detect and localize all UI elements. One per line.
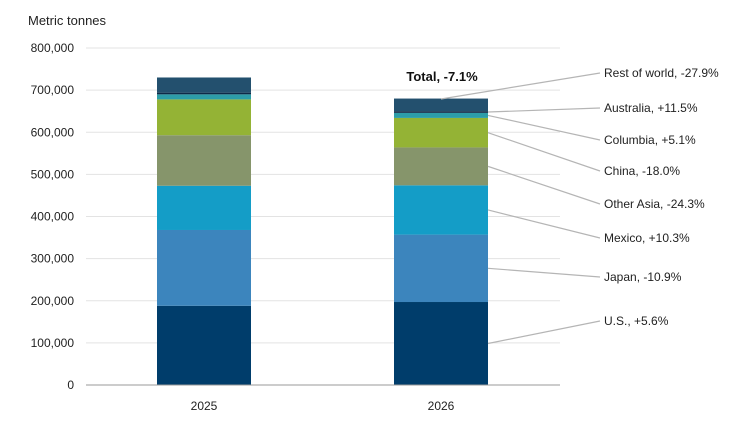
y-tick-label: 600,000 [31, 125, 75, 139]
y-tick-label: 500,000 [31, 167, 75, 181]
bar-segment-mexico-2025 [157, 185, 251, 230]
bar-segment-china-2026 [394, 117, 488, 148]
annotation-china: China, -18.0% [604, 164, 680, 178]
bar-segment-china-2025 [157, 99, 251, 136]
leader-line-rest-of-world [440, 72, 601, 100]
annotation-columbia: Columbia, +5.1% [604, 133, 696, 147]
x-tick-label: 2025 [191, 399, 218, 413]
bar-segment-us-2026 [394, 302, 488, 385]
bar-segment-japan-2025 [157, 229, 251, 306]
bar-segment-japan-2026 [394, 234, 488, 303]
total-annotation: Total, -7.1% [406, 69, 478, 84]
y-axis-ticks: 0 100,000 200,000 300,000 400,000 500,000 600,… [31, 41, 75, 392]
bars [157, 77, 488, 385]
leader-line-mexico [487, 209, 601, 239]
bar-segment-columbia-2025 [157, 94, 251, 100]
leader-line-columbia [487, 114, 601, 141]
y-tick-label: 0 [67, 378, 74, 392]
y-tick-label: 200,000 [31, 294, 75, 308]
annotation-other-asia: Other Asia, -24.3% [604, 197, 705, 211]
annotation-rest-of-world: Rest of world, -27.9% [604, 66, 719, 80]
bar-segment-columbia-2026 [394, 112, 488, 118]
y-tick-label: 700,000 [31, 83, 75, 97]
bar-segment-other-asia-2026 [394, 147, 488, 186]
bar-segment-rest-of-world-2026 [394, 98, 488, 112]
leader-line-other-asia [487, 165, 601, 205]
x-axis-labels: 2025 2026 [191, 399, 455, 413]
bar-segment-rest-of-world-2025 [157, 77, 251, 93]
y-tick-label: 100,000 [31, 336, 75, 350]
x-tick-label: 2026 [428, 399, 455, 413]
y-tick-label: 400,000 [31, 210, 75, 224]
annotation-us: U.S., +5.6% [604, 314, 669, 328]
y-axis-title: Metric tonnes [28, 13, 107, 28]
annotation-mexico: Mexico, +10.3% [604, 231, 690, 245]
bar-segment-us-2025 [157, 305, 251, 385]
bar-segment-australia-2026 [394, 111, 488, 113]
leader-line-australia [487, 107, 601, 113]
leader-line-japan [487, 267, 601, 278]
leader-line-us [487, 320, 601, 345]
y-tick-label: 800,000 [31, 41, 75, 55]
leader-line-china [487, 132, 601, 172]
annotation-australia: Australia, +11.5% [604, 101, 698, 115]
bar-segment-other-asia-2025 [157, 135, 251, 186]
bar-segment-australia-2025 [157, 92, 251, 95]
bar-segment-mexico-2026 [394, 185, 488, 235]
annotations: Rest of world, -27.9% Australia, +11.5% Co… [604, 66, 719, 328]
y-tick-label: 300,000 [31, 252, 75, 266]
annotation-leaders [440, 72, 601, 345]
annotation-japan: Japan, -10.9% [604, 270, 682, 284]
